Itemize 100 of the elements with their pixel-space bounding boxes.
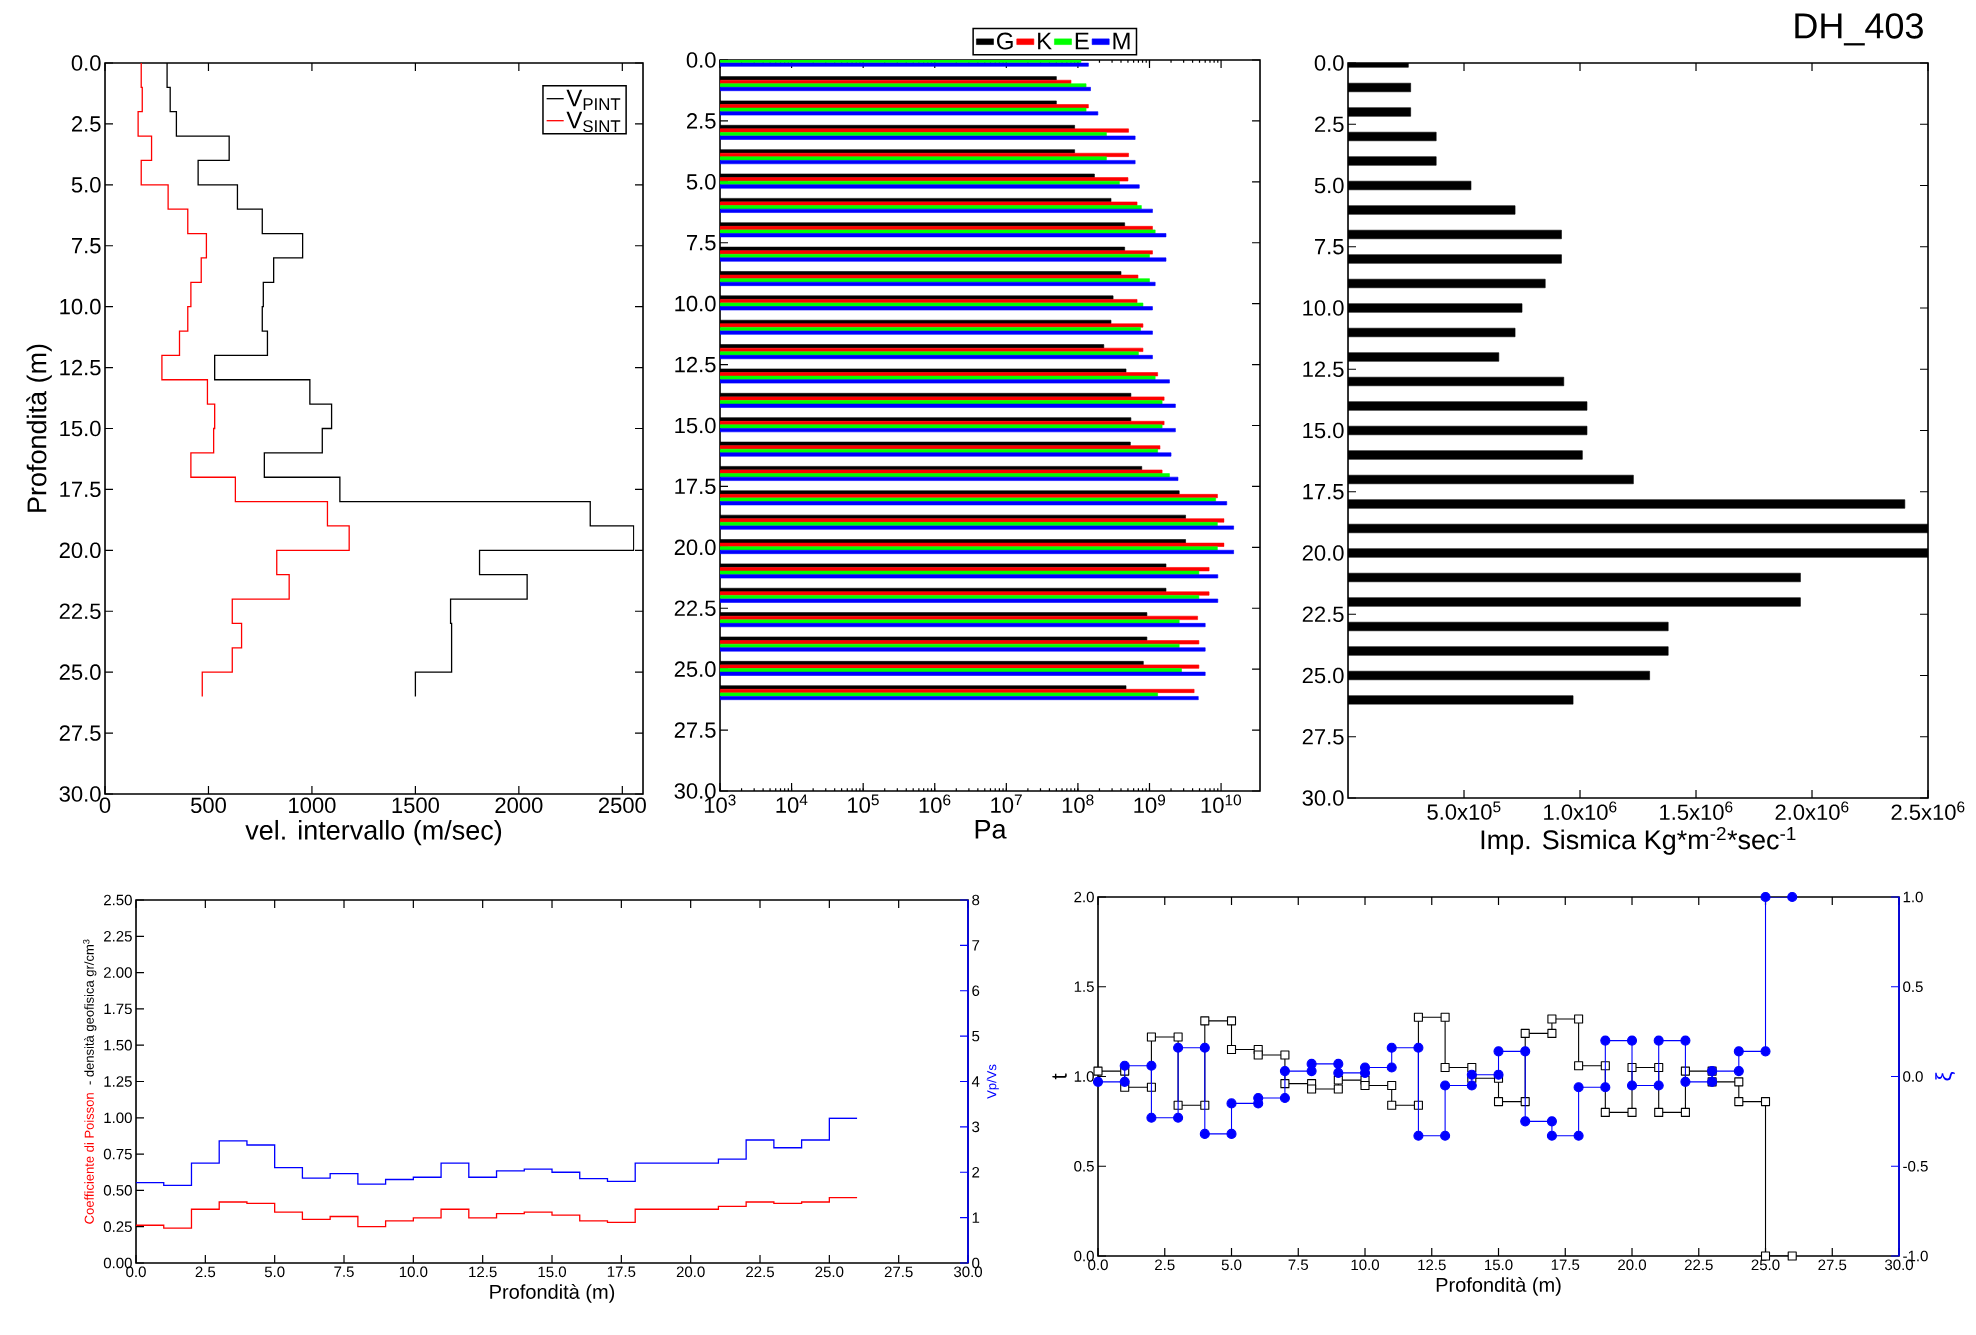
y-tick-label: 22.5 (674, 600, 716, 617)
text: Coefficiente di Poisson (84, 1093, 94, 1224)
x-axis-title: Profondità (m) (490, 1284, 615, 1303)
x-tick-label: 15.0 (538, 1266, 567, 1278)
y2-tick-label: 2 (972, 1167, 980, 1178)
y2-tick-label: 3 (972, 1121, 980, 1133)
legend-label: E (1075, 32, 1089, 50)
y-tick-label: 5.0 (686, 174, 716, 190)
y-tick-label: 7.5 (1315, 239, 1344, 255)
x-tick-label: 22.5 (746, 1266, 774, 1278)
y-tick-label: 0.0 (1314, 55, 1344, 71)
y-tick-label: 7.5 (687, 235, 716, 251)
y-tick-label: 2.5 (72, 116, 101, 132)
x-tick-label: 1500 (392, 797, 439, 814)
x-tick-label: 10$^{7}$ (991, 794, 1022, 813)
y-tick-label: 0.50 (103, 1185, 132, 1196)
chart-title: DH_403 (1795, 13, 1923, 46)
y2-tick-label: 7 (972, 940, 980, 951)
y-axis-title: t (1052, 1073, 1067, 1080)
y-tick-label: 15.0 (1303, 422, 1344, 439)
x-tick-label: 10.0 (1351, 1259, 1380, 1271)
x-tick-label: 20.0 (1618, 1259, 1647, 1271)
x-tick-label: 7.5 (334, 1266, 354, 1277)
y-tick-label: 2.5 (687, 113, 716, 129)
y-tick-label: 10.0 (675, 295, 716, 312)
x-tick-label: 2.0x10$^{6}$ (1775, 801, 1849, 821)
x-tick-label: 1000 (289, 797, 336, 814)
y2-tick-label: 1.0 (1903, 891, 1923, 903)
y2-tick-label: 4 (971, 1076, 980, 1087)
y-tick-label: 25.0 (674, 661, 716, 677)
legend-label: M (1113, 32, 1130, 50)
y-tick-label: 0.25 (103, 1221, 132, 1232)
x-tick-label: 15.0 (1485, 1259, 1513, 1271)
x-tick-label: 27.5 (884, 1266, 913, 1278)
y-tick-label: 1.00 (104, 1112, 132, 1124)
y-tick-label: 27.5 (1302, 728, 1344, 745)
x-tick-label: 27.5 (1818, 1259, 1847, 1271)
y-tick-label: 17.5 (60, 481, 101, 498)
y2-tick-label: 5 (972, 1030, 980, 1042)
x-axis-title: Imp. Sismica Kg*m$^{-2}$*sec$^{-1}$ (1481, 826, 1796, 855)
y2-tick-label: 8 (972, 894, 980, 906)
y2-axis-title: ξ (1935, 1072, 1955, 1081)
x-tick-label: 12.5 (469, 1266, 497, 1278)
x-tick-label: 10.0 (399, 1266, 428, 1278)
y-tick-label: 0.75 (103, 1148, 132, 1160)
x-tick-label: 10$^{8}$ (1062, 794, 1094, 814)
y-tick-label: 2.5 (1315, 116, 1344, 133)
y-tick-label: 1.25 (104, 1076, 132, 1087)
y-tick-label: 5.0 (1314, 177, 1344, 194)
x-tick-label: 500 (191, 797, 226, 814)
y-tick-label: 10.0 (1303, 300, 1344, 316)
x-tick-label: 25.0 (815, 1266, 844, 1278)
legend-label: G (997, 32, 1013, 50)
x-tick-label: 5.0x10$^{5}$ (1427, 801, 1501, 820)
y-tick-label: 20.0 (59, 542, 101, 559)
y2-axis-title: Vp/Vs (986, 1064, 999, 1099)
y-tick-label: 2.50 (104, 894, 132, 906)
x-tick-label: 10$^{10}$ (1201, 794, 1242, 814)
x-tick-label: 2500 (598, 797, 646, 814)
y2-tick-label: 1 (972, 1212, 980, 1223)
x-tick-label: 17.5 (1551, 1259, 1580, 1270)
y-tick-label: 10.0 (60, 298, 101, 315)
x-tick-label: 10$^{6}$ (919, 794, 951, 814)
y2-tick-label: -0.5 (1903, 1160, 1928, 1172)
y-tick-label: 17.5 (1303, 484, 1344, 500)
y-tick-label: 1.0 (1074, 1071, 1094, 1082)
x-tick-label: 2.5 (195, 1266, 216, 1278)
x-tick-label: 0 (99, 797, 111, 814)
y-tick-label: 1.75 (104, 1003, 132, 1015)
y-tick-label: 0.0 (71, 55, 101, 71)
x-tick-label: 10$^{9}$ (1134, 794, 1166, 814)
x-tick-label: 2000 (495, 797, 543, 814)
y-tick-label: 15.0 (675, 417, 716, 434)
x-tick-label: 7.5 (1288, 1259, 1309, 1270)
y-axis-title: Profondità (m) (26, 344, 52, 512)
y2-tick-label: 0.0 (1903, 1071, 1923, 1082)
y2-tick-label: 0.5 (1903, 981, 1923, 993)
y2-tick-label: 6 (972, 985, 980, 997)
legend-label: V$_{PINT}$ (566, 89, 621, 110)
y-tick-label: 27.5 (674, 722, 716, 738)
x-tick-label: 5.0 (1221, 1259, 1242, 1271)
x-axis-title: vel. intervallo (m/sec) (245, 819, 502, 846)
y-tick-label: 22.5 (59, 603, 101, 620)
x-tick-label: 2.5 (1155, 1259, 1175, 1271)
x-tick-label: 25.0 (1751, 1259, 1780, 1271)
x-tick-label: 1.0x10$^{6}$ (1544, 801, 1617, 821)
y-tick-label: 1.5 (1074, 981, 1094, 992)
y-tick-label: 12.5 (1303, 361, 1344, 378)
x-tick-label: 10$^{5}$ (848, 794, 879, 813)
y-tick-label: 2.0 (1074, 891, 1094, 903)
legend-label: V$_{SINT}$ (566, 111, 621, 133)
y-tick-label: 2.25 (104, 930, 132, 942)
y-tick-label: 7.5 (72, 238, 101, 254)
y-tick-label: 22.5 (1302, 606, 1344, 623)
y-tick-label: 0.0 (686, 52, 716, 68)
x-tick-label: 17.5 (607, 1266, 636, 1277)
x-tick-label: 12.5 (1418, 1259, 1446, 1271)
x-tick-label: 2.5x10$^{6}$ (1891, 801, 1965, 821)
y-tick-label: 17.5 (675, 478, 716, 495)
legend-label: K (1038, 32, 1052, 50)
